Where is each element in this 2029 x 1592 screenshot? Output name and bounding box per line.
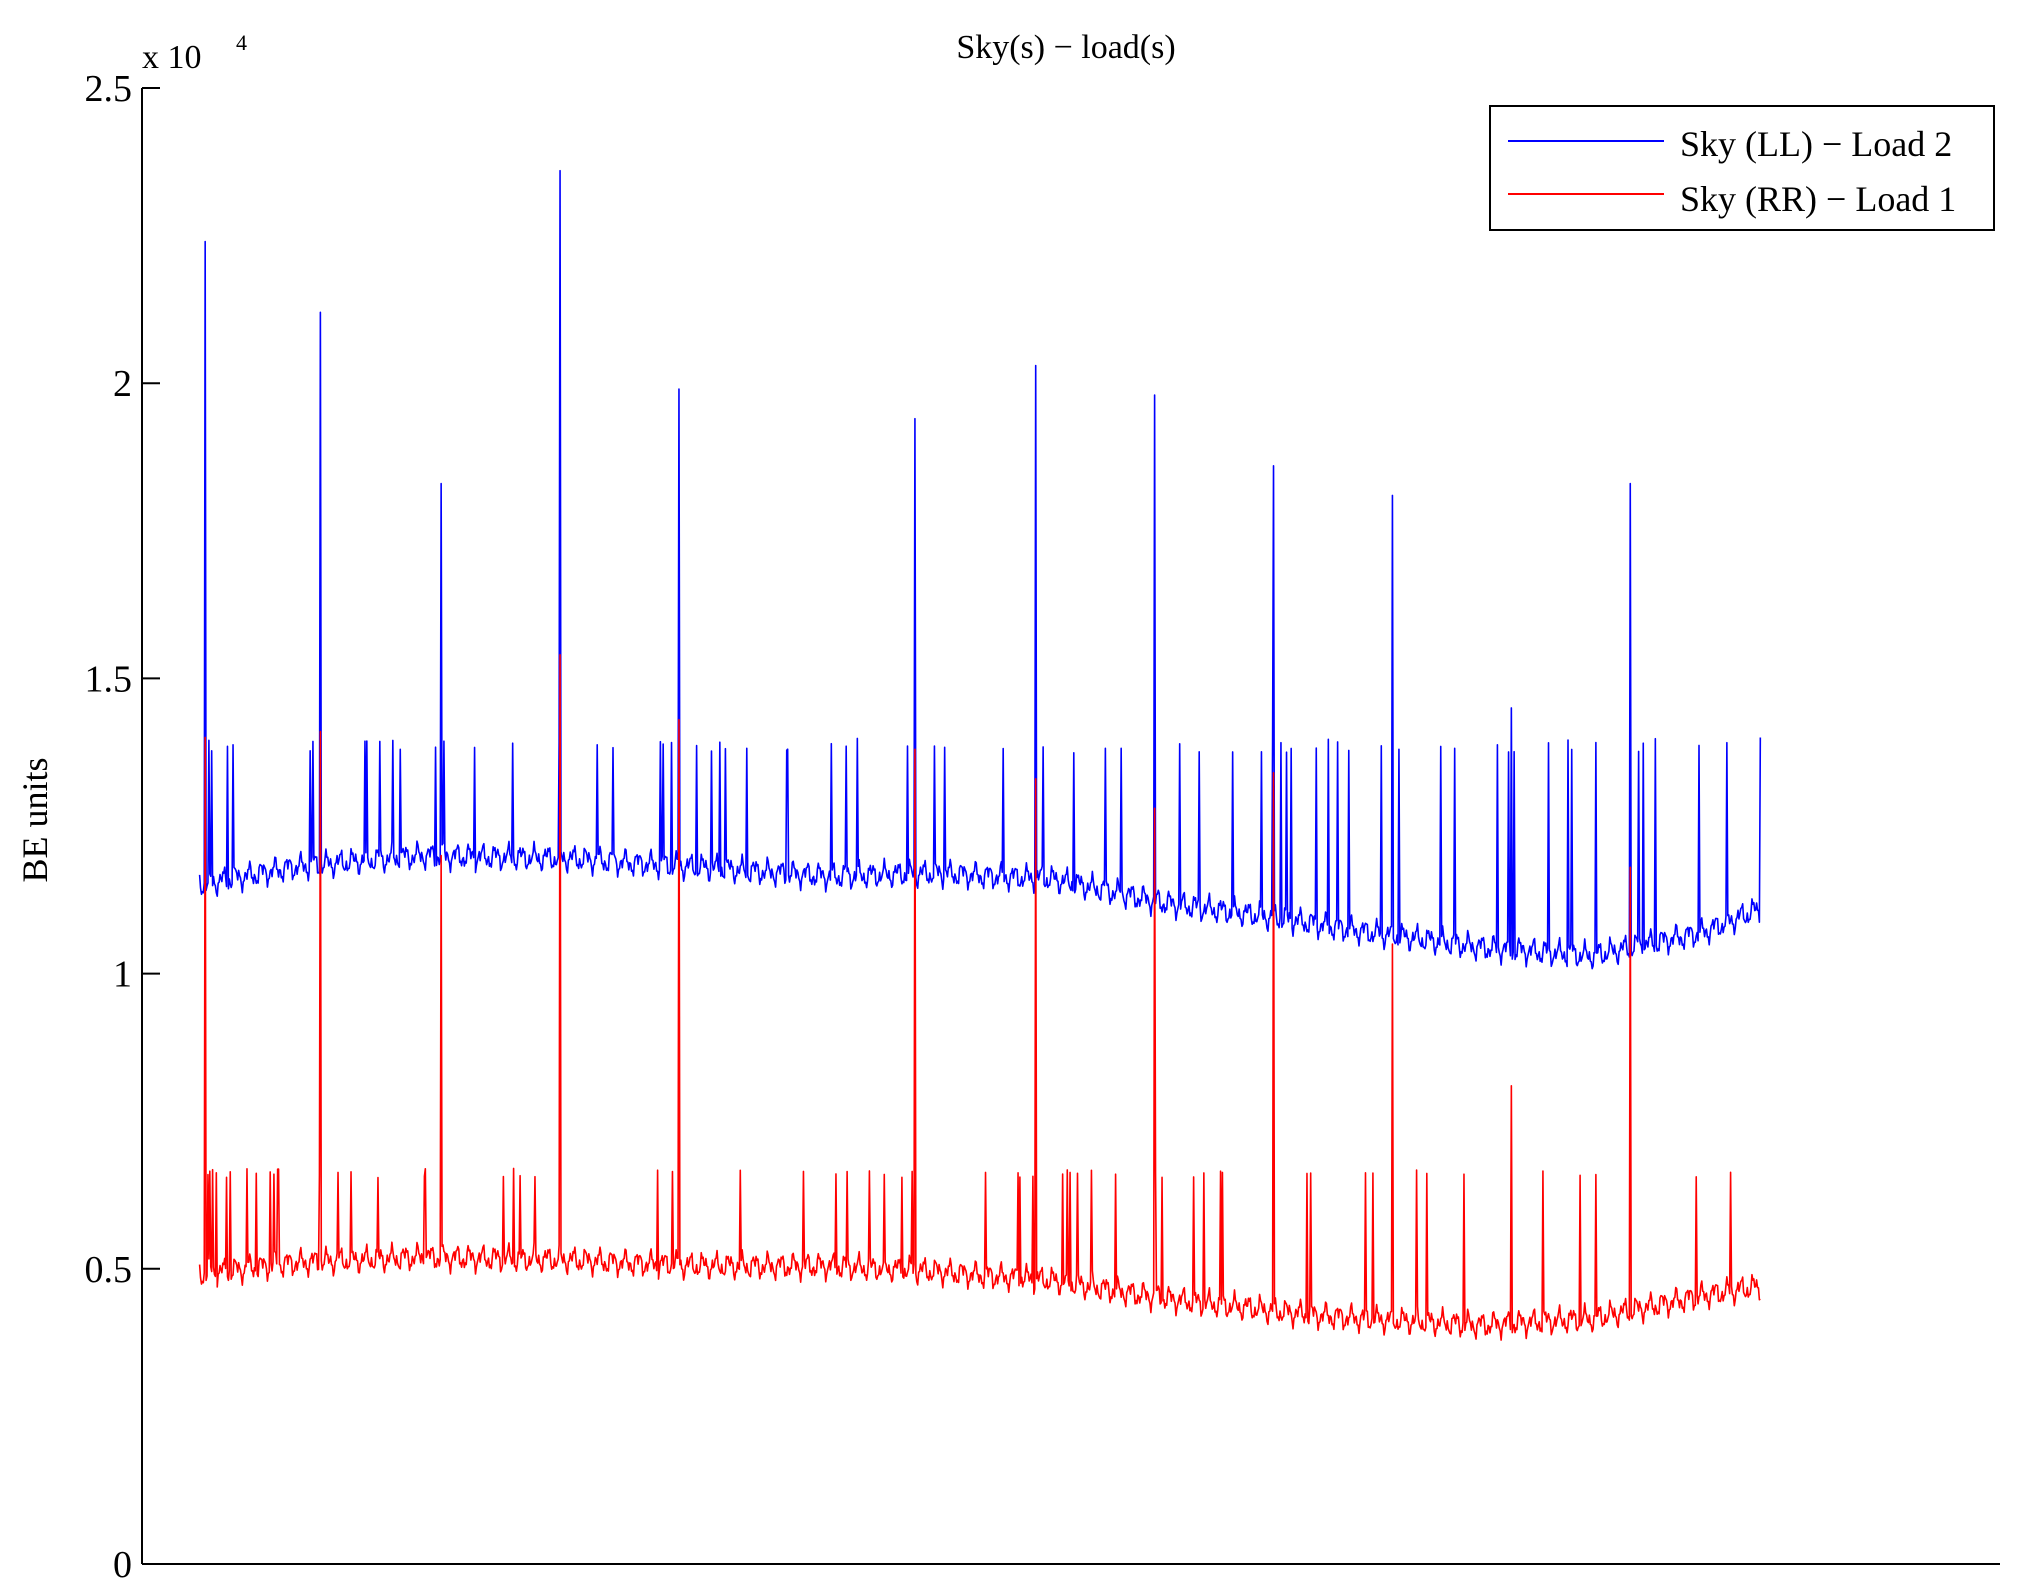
legend: Sky (LL) − Load 2 Sky (RR) − Load 1 xyxy=(1489,105,1995,231)
axes xyxy=(141,88,2000,1565)
y-axis-label: BE units xyxy=(15,757,55,882)
y-tick-label: 2 xyxy=(113,363,132,405)
y-ticks: 0 0.5 1 1.5 2 2.5 xyxy=(85,68,160,1586)
series-line-sky-ll xyxy=(198,169,1762,970)
y-tick-label: 0.5 xyxy=(85,1249,133,1291)
y-tick-label: 1.5 xyxy=(85,658,133,700)
y-exponent-label: x 10 4 xyxy=(142,30,247,76)
legend-label-sky-rr: Sky (RR) − Load 1 xyxy=(1680,179,1956,219)
plot-lines xyxy=(198,169,1762,1341)
y-tick-label: 0 xyxy=(113,1544,132,1586)
legend-box xyxy=(1489,105,1995,231)
y-exponent-base: x 10 xyxy=(142,39,202,76)
y-exponent-power: 4 xyxy=(236,30,247,55)
legend-label-sky-ll: Sky (LL) − Load 2 xyxy=(1680,124,1952,164)
series-line-sky-rr xyxy=(198,653,1761,1341)
y-tick-label: 1 xyxy=(113,954,132,996)
y-tick-label: 2.5 xyxy=(85,68,133,110)
chart-title: Sky(s) − load(s) xyxy=(956,29,1175,66)
